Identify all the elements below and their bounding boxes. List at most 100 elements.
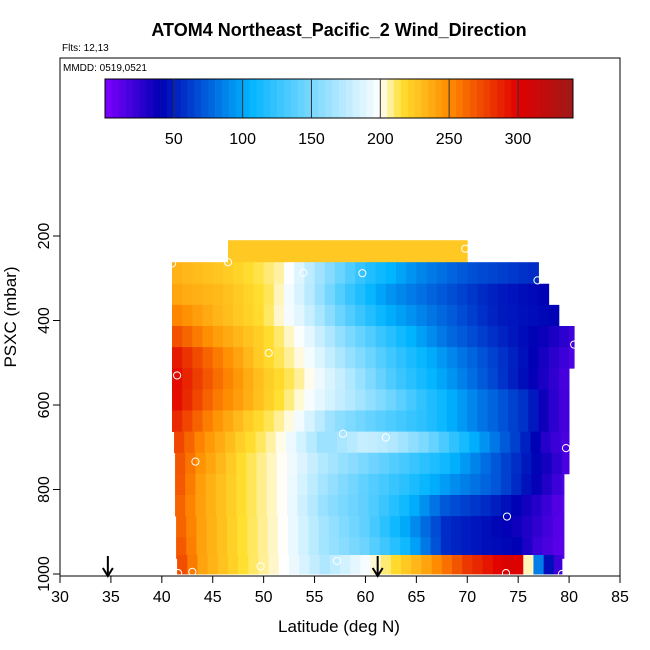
heatmap-cell bbox=[172, 325, 183, 348]
colorbar-swatch bbox=[173, 79, 181, 118]
heatmap-cell bbox=[253, 325, 265, 348]
heatmap-cell bbox=[287, 473, 298, 496]
colorbar-swatch bbox=[297, 79, 305, 118]
colorbar-swatch bbox=[511, 79, 519, 118]
heatmap-cell bbox=[531, 473, 542, 496]
profile-point bbox=[299, 268, 308, 277]
heatmap-cell bbox=[212, 262, 224, 285]
heatmap-cell bbox=[538, 368, 550, 390]
heatmap-cell bbox=[487, 347, 499, 369]
heatmap-cell bbox=[490, 452, 502, 475]
heatmap-cell bbox=[528, 262, 539, 285]
heatmap-cell bbox=[390, 240, 402, 263]
heatmap-cell bbox=[461, 516, 472, 538]
heatmap-cell bbox=[522, 537, 533, 559]
heatmap-cell bbox=[238, 554, 249, 575]
heatmap-cell bbox=[460, 452, 471, 475]
heatmap-cell bbox=[406, 368, 417, 390]
colorbar-tick-label: 150 bbox=[298, 131, 325, 148]
profile-point bbox=[264, 348, 273, 358]
heatmap-cell bbox=[253, 389, 265, 411]
heatmap-cell bbox=[359, 537, 370, 559]
heatmap-cell bbox=[558, 410, 570, 433]
heatmap-cell bbox=[477, 325, 489, 348]
heatmap-cell bbox=[358, 452, 369, 475]
heatmap-cell bbox=[370, 554, 382, 575]
heatmap-cell bbox=[222, 389, 234, 411]
heatmap-cell bbox=[416, 368, 427, 390]
colorbar-swatch bbox=[194, 79, 202, 118]
heatmap-cell bbox=[340, 554, 351, 575]
heatmap-cell bbox=[334, 347, 346, 369]
heatmap-cell bbox=[420, 516, 432, 538]
heatmap-cell bbox=[202, 347, 214, 369]
heatmap-cell bbox=[490, 494, 502, 517]
heatmap-cell bbox=[228, 240, 239, 263]
heatmap-cell bbox=[548, 389, 560, 411]
heatmap-cell bbox=[497, 368, 509, 390]
heatmap-cell bbox=[236, 452, 247, 475]
heatmap-cell bbox=[202, 283, 214, 306]
heatmap-cell bbox=[436, 325, 448, 348]
heatmap-cell bbox=[470, 473, 481, 496]
heatmap-cell bbox=[542, 516, 554, 538]
heatmap-cell bbox=[487, 325, 499, 348]
heatmap-cell bbox=[426, 410, 438, 433]
heatmap-cell bbox=[367, 431, 379, 454]
colorbar-swatch bbox=[270, 79, 278, 118]
heatmap-cell bbox=[355, 283, 366, 306]
heatmap-cell bbox=[192, 410, 203, 433]
heatmap-cell bbox=[192, 325, 203, 348]
heatmap-cell bbox=[314, 368, 326, 390]
heatmap-cell bbox=[296, 431, 307, 454]
heatmap-cell bbox=[192, 283, 203, 306]
heatmap-cell bbox=[467, 368, 478, 390]
heatmap-cell bbox=[375, 368, 387, 390]
heatmap-cell bbox=[467, 347, 478, 369]
heatmap-cell bbox=[314, 283, 326, 306]
heatmap-cell bbox=[426, 347, 438, 369]
heatmap-cell bbox=[314, 262, 326, 285]
heatmap-cell bbox=[202, 304, 214, 327]
heatmap-cell bbox=[401, 240, 412, 263]
heatmap-cell bbox=[460, 473, 471, 496]
heatmap-cell bbox=[369, 516, 381, 538]
heatmap-cell bbox=[411, 240, 422, 263]
heatmap-cell bbox=[299, 554, 310, 575]
heatmap-cell bbox=[334, 389, 346, 411]
heatmap-cell bbox=[177, 554, 188, 575]
heatmap-cell bbox=[461, 537, 472, 559]
heatmap-cell bbox=[228, 554, 239, 575]
heatmap-cell bbox=[421, 554, 433, 575]
colorbar-swatch bbox=[277, 79, 285, 118]
profile-point bbox=[223, 258, 233, 267]
colorbar-swatch bbox=[332, 79, 340, 118]
heatmap-cell bbox=[360, 554, 371, 575]
heatmap-cell bbox=[389, 537, 401, 559]
heatmap-cell bbox=[289, 240, 300, 263]
heatmap-cell bbox=[396, 389, 407, 411]
profile-point bbox=[502, 512, 512, 521]
heatmap-cell bbox=[426, 325, 438, 348]
heatmap-cell bbox=[328, 537, 340, 559]
heatmap-cell bbox=[222, 347, 234, 369]
y-tick-label: 200 bbox=[36, 223, 53, 250]
heatmap-cell bbox=[419, 452, 430, 475]
heatmap-cell bbox=[533, 554, 545, 575]
heatmap-cell bbox=[477, 283, 489, 306]
heatmap-cell bbox=[379, 516, 391, 538]
heatmap-cell bbox=[246, 494, 257, 517]
x-axis: 30 35 40 45 50 55 60 65 70 75 80 85 bbox=[51, 575, 629, 606]
heatmap-cell bbox=[337, 473, 349, 496]
heatmap-cell bbox=[212, 283, 224, 306]
heatmap-cell bbox=[350, 240, 361, 263]
heatmap-cell bbox=[385, 283, 397, 306]
heatmap-cell bbox=[243, 283, 254, 306]
heatmap-cell bbox=[426, 304, 438, 327]
heatmap-cell bbox=[358, 494, 369, 517]
heatmap-cell bbox=[487, 304, 499, 327]
heatmap-cell bbox=[202, 262, 214, 285]
heatmap-cell bbox=[326, 431, 338, 454]
heatmap-cell bbox=[365, 389, 377, 411]
colorbar-swatch bbox=[263, 79, 271, 118]
